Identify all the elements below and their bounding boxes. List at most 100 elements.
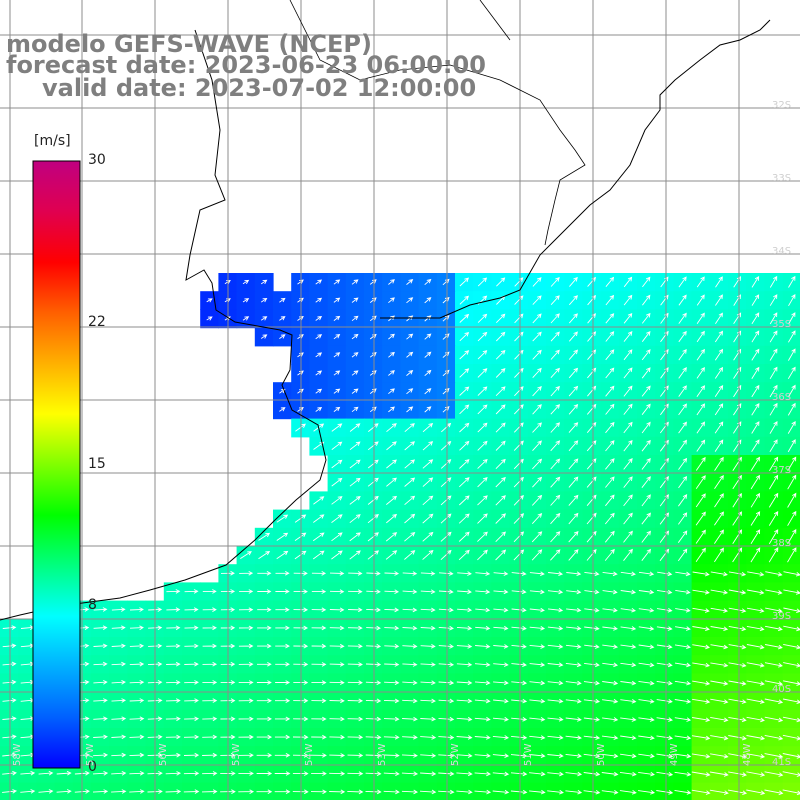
wind-arrow: [384, 607, 400, 613]
wind-arrow: [642, 294, 651, 306]
wind-arrow: [638, 607, 655, 613]
wind-arrow: [402, 680, 418, 686]
wind-arrow: [457, 607, 473, 613]
longitude-label: 49W: [669, 743, 680, 766]
wind-arrow: [746, 716, 765, 723]
wind-arrow: [586, 530, 597, 543]
wind-arrow: [329, 753, 346, 758]
wind-arrow: [406, 406, 414, 413]
wind-arrow: [565, 735, 582, 740]
wind-arrow: [565, 771, 583, 777]
wind-arrow: [388, 297, 395, 304]
wind-arrow: [475, 644, 491, 649]
wind-arrow: [529, 717, 546, 722]
wind-arrow: [93, 661, 108, 667]
wind-arrow: [710, 607, 729, 613]
wind-arrow: [584, 589, 600, 595]
wind-arrow: [750, 456, 761, 472]
wind-arrow: [367, 441, 379, 451]
wind-arrow: [202, 625, 217, 631]
wind-arrow: [420, 680, 436, 686]
wind-arrow: [406, 278, 414, 285]
wind-arrow: [242, 279, 250, 285]
wind-arrow: [367, 514, 379, 524]
wind-arrow: [746, 680, 765, 686]
wind-arrow: [511, 644, 527, 649]
wind-arrow: [623, 349, 633, 361]
wind-arrow: [458, 549, 470, 561]
wind-arrow: [475, 625, 491, 631]
wind-arrow: [438, 771, 455, 777]
wind-arrow: [256, 753, 273, 758]
wind-arrow: [691, 753, 711, 759]
wind-arrow: [677, 548, 688, 562]
wind-arrow: [404, 441, 416, 451]
wind-arrow: [529, 607, 545, 613]
wind-arrow: [783, 662, 800, 668]
wind-arrow: [349, 441, 361, 451]
wind-arrow: [183, 752, 200, 758]
wind-arrow: [2, 789, 18, 794]
wind-arrow: [279, 407, 286, 412]
wind-arrow: [513, 440, 524, 451]
wind-arrow: [529, 662, 546, 668]
wind-arrow: [620, 753, 637, 759]
wind-arrow: [787, 421, 796, 434]
wind-arrow: [401, 789, 419, 795]
wind-arrow: [474, 753, 491, 758]
wind-arrow: [675, 589, 691, 595]
wind-arrow: [696, 421, 706, 434]
wind-arrow: [351, 333, 359, 340]
wind-arrow: [565, 717, 582, 722]
wind-arrow: [406, 351, 414, 358]
wind-arrow: [292, 771, 309, 776]
wind-arrow: [293, 571, 308, 576]
wind-arrow: [477, 422, 488, 433]
wind-arrow: [442, 351, 450, 358]
wind-arrow: [385, 532, 398, 542]
wind-arrow: [456, 644, 473, 649]
wind-arrow: [456, 680, 473, 686]
wind-arrow: [674, 680, 692, 686]
wind-arrow: [747, 589, 765, 595]
wind-arrow: [351, 297, 359, 303]
wind-arrow: [384, 571, 400, 576]
wind-arrow: [366, 589, 381, 594]
wind-arrow: [313, 514, 325, 523]
wind-arrow: [529, 789, 546, 795]
wind-arrow: [257, 589, 272, 594]
wind-arrow: [424, 278, 432, 286]
wind-arrow: [638, 662, 655, 668]
wind-arrow: [422, 549, 434, 560]
wind-arrow: [583, 698, 601, 704]
wind-arrow: [258, 550, 271, 560]
colorbar-unit: [m/s]: [34, 133, 71, 149]
wind-arrow: [477, 368, 488, 378]
wind-arrow: [605, 476, 615, 488]
wind-arrow: [641, 330, 651, 342]
wind-arrow: [404, 513, 416, 524]
wind-arrow: [529, 771, 546, 777]
wind-arrow: [513, 531, 525, 543]
wind-arrow: [438, 625, 454, 631]
wind-arrow: [584, 571, 600, 577]
colorbar-tick-label: 0: [88, 759, 97, 775]
wind-arrow: [674, 644, 691, 650]
wind-arrow: [311, 771, 327, 776]
wind-arrow: [438, 607, 454, 613]
wind-arrow: [602, 644, 619, 649]
wind-arrow: [619, 771, 637, 777]
wind-arrow: [678, 276, 687, 288]
wind-arrow: [368, 423, 379, 432]
wind-arrow: [769, 275, 778, 288]
wind-arrow: [747, 571, 765, 577]
wind-arrow: [366, 625, 381, 631]
wind-arrow: [601, 771, 619, 777]
wind-arrow: [202, 607, 217, 612]
wind-arrow: [388, 333, 395, 340]
wind-arrow: [333, 352, 341, 358]
wind-arrow: [511, 625, 527, 631]
wind-arrow: [331, 441, 343, 450]
